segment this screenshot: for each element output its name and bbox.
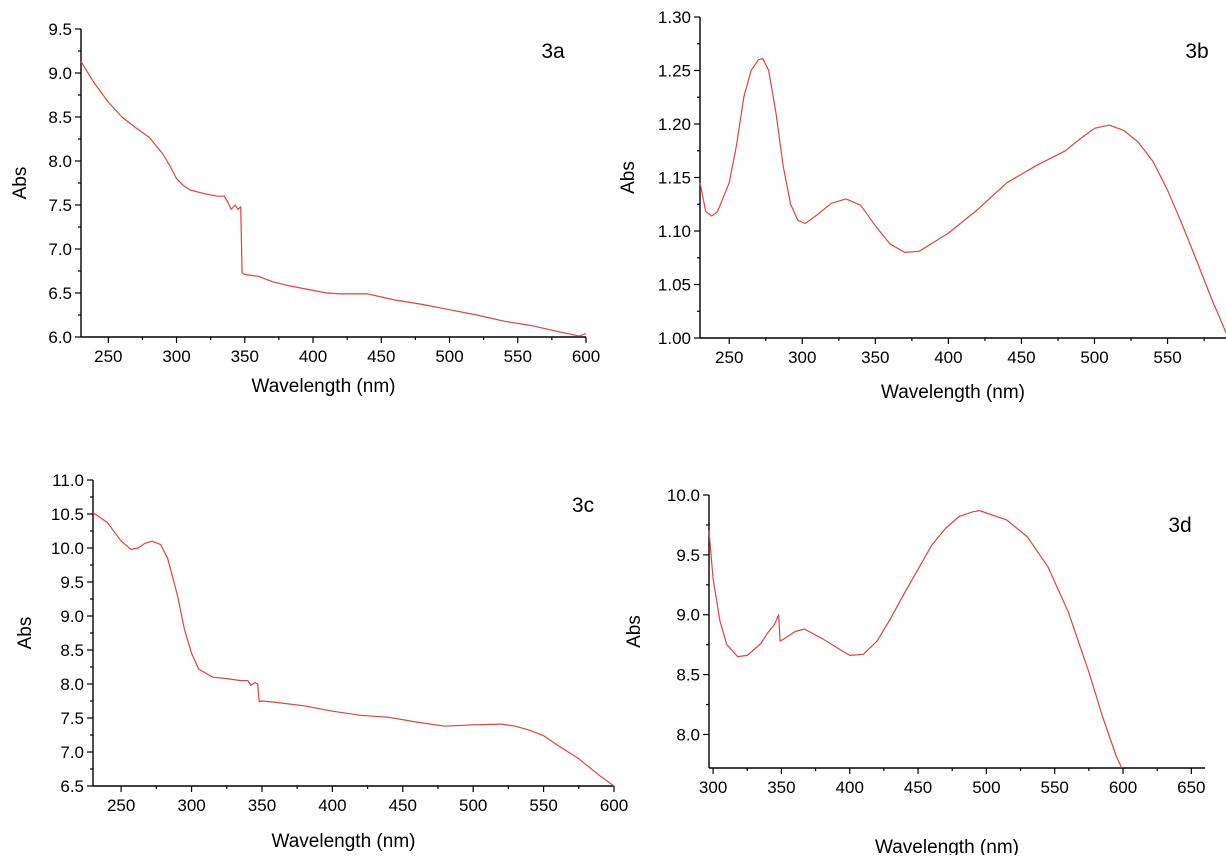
chart-3b-y-tick-label: 1.20 — [658, 115, 691, 134]
chart-3a-y-tick-label: 9.0 — [48, 64, 72, 83]
chart-3a-y-tick-label: 7.0 — [48, 240, 72, 259]
chart-3a-series-line — [80, 61, 587, 337]
chart-3b-x-axis-title: Wavelength (nm) — [881, 382, 1025, 403]
chart-3d-x-tick-label: 650 — [1177, 778, 1205, 797]
chart-3c-panel-label: 3c — [572, 494, 594, 517]
chart-3a-x-tick-label: 450 — [367, 347, 395, 366]
chart-3a-x-tick-label: 300 — [162, 347, 190, 366]
chart-3b-x-tick-label: 500 — [1080, 348, 1108, 367]
chart-3d-x-tick-label: 350 — [767, 778, 795, 797]
chart-3c-x-tick-label: 450 — [389, 796, 417, 815]
chart-3d-x-tick-label: 400 — [836, 778, 864, 797]
chart-3c-y-tick-label: 9.5 — [60, 573, 84, 592]
chart-3a-x-tick-label: 250 — [94, 347, 122, 366]
chart-3a-y-tick-label: 8.5 — [48, 108, 72, 127]
chart-3c-x-tick-label: 250 — [107, 796, 135, 815]
chart-3c-y-tick-label: 8.0 — [60, 675, 84, 694]
chart-3d-y-tick-label: 8.5 — [676, 666, 700, 685]
chart-3b-x-tick-label: 300 — [788, 348, 816, 367]
chart-3b-x-tick-label: 250 — [715, 348, 743, 367]
chart-3d-y-tick-label: 8.0 — [676, 725, 700, 744]
chart-3b-y-tick-label: 1.10 — [658, 222, 691, 241]
chart-3a-x-tick-label: 350 — [231, 347, 259, 366]
chart-3a-x-tick-label: 550 — [504, 347, 532, 366]
chart-3c-y-tick-label: 10.0 — [51, 539, 84, 558]
chart-3c-y-tick-label: 8.5 — [60, 641, 84, 660]
chart-3a-x-tick-label: 400 — [299, 347, 327, 366]
chart-3d-panel-label: 3d — [1168, 514, 1191, 537]
chart-3c-y-tick-label: 10.5 — [51, 505, 84, 524]
chart-3a-y-tick-label: 9.5 — [48, 20, 72, 39]
chart-3c-x-tick-label: 500 — [459, 796, 487, 815]
chart-3d-y-tick-label: 9.0 — [676, 606, 700, 625]
chart-3b-x-tick-label: 550 — [1153, 348, 1181, 367]
chart-3c-x-tick-label: 550 — [529, 796, 557, 815]
chart-3a-x-axis-title: Wavelength (nm) — [252, 376, 396, 397]
chart-3c-x-tick-label: 400 — [318, 796, 346, 815]
chart-3b-x-tick-label: 450 — [1007, 348, 1035, 367]
chart-3c-x-tick-label: 300 — [177, 796, 205, 815]
chart-3d-x-axis-title: Wavelength (nm) — [875, 837, 1019, 855]
chart-3a-y-tick-label: 8.0 — [48, 152, 72, 171]
chart-3d-x-tick-label: 600 — [1109, 778, 1137, 797]
chart-3c-x-tick-label: 600 — [600, 796, 628, 815]
chart-3c-y-axis-title: Abs — [15, 617, 36, 650]
chart-3d-y-tick-label: 9.5 — [676, 546, 700, 565]
chart-3d-series-line — [708, 510, 1123, 769]
chart-3b-y-tick-label: 1.30 — [658, 8, 691, 27]
chart-3b-y-tick-label: 1.15 — [658, 169, 691, 188]
chart-3c-x-tick-label: 350 — [248, 796, 276, 815]
chart-3b-y-tick-label: 1.25 — [658, 62, 691, 81]
chart-3a-y-tick-label: 6.5 — [48, 284, 72, 303]
chart-3c: 6.5 7.0 7.5 8.0 8.5 9.0 9.5 10.0 10.5 11.0 250 300 3… — [15, 471, 628, 852]
chart-3b-y-tick-label: 1.05 — [658, 276, 691, 295]
chart-3c-x-axis-title: Wavelength (nm) — [272, 831, 416, 852]
chart-3a: 6.0 6.5 7.0 7.5 8.0 8.5 9.0 9.5 250 300 350 400 450 5… — [10, 20, 600, 397]
chart-3d: 8.0 8.5 9.0 9.5 10.0 300 350 400 450 500 550 600 650… — [624, 486, 1206, 858]
chart-3d-x-tick-label: 500 — [972, 778, 1000, 797]
chart-3c-y-tick-label: 6.5 — [60, 777, 84, 796]
chart-3a-panel-label: 3a — [541, 40, 565, 63]
chart-3c-y-tick-label: 9.0 — [60, 607, 84, 626]
chart-3b-x-tick-label: 400 — [934, 348, 962, 367]
chart-3a-x-tick-label: 500 — [435, 347, 463, 366]
chart-3d-y-tick-label: 10.0 — [667, 486, 700, 505]
chart-3b-series-line — [699, 58, 1226, 333]
chart-3c-series-line — [92, 512, 615, 787]
chart-3b-y-tick-label: 1.00 — [658, 329, 691, 348]
chart-3d-x-tick-label: 450 — [904, 778, 932, 797]
chart-3a-y-tick-label: 7.5 — [48, 196, 72, 215]
chart-3c-y-tick-label: 11.0 — [52, 471, 84, 490]
chart-3b-x-tick-label: 350 — [861, 348, 889, 367]
chart-3b-panel-label: 3b — [1185, 40, 1208, 63]
chart-3a-y-axis-title: Abs — [10, 167, 31, 200]
chart-3c-y-tick-label: 7.5 — [60, 709, 84, 728]
chart-3c-y-tick-label: 7.0 — [60, 743, 84, 762]
chart-3d-y-axis-title: Abs — [624, 615, 645, 648]
chart-3a-y-tick-label: 6.0 — [48, 328, 72, 347]
chart-3b-y-axis-title: Abs — [618, 161, 639, 194]
chart-3b: 1.00 1.05 1.10 1.15 1.20 1.25 1.30 250 300 350 400… — [618, 8, 1226, 403]
chart-3a-x-tick-label: 600 — [572, 347, 600, 366]
chart-3d-x-tick-label: 300 — [699, 778, 727, 797]
chart-3d-x-tick-label: 550 — [1041, 778, 1069, 797]
